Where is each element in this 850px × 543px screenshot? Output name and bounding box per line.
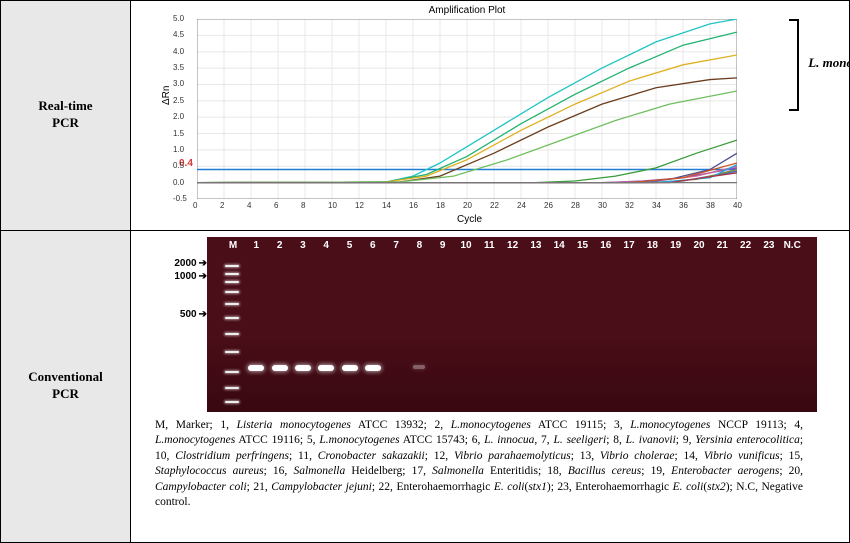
figure-root: Real-timePCR Amplification Plot ΔRn Cycl…: [0, 0, 850, 543]
lane-label: 13: [530, 240, 541, 251]
plot-ylabel: ΔRn: [161, 86, 172, 105]
gel-size-label: 1000➔: [157, 271, 207, 282]
gel-image: M1234567891011121314151617181920212223N.…: [207, 237, 817, 412]
ladder-band: [225, 265, 239, 267]
ladder-band: [225, 291, 239, 293]
gel-band-positive: [342, 365, 358, 371]
lane-label: 21: [717, 240, 728, 251]
gel-size-label: 500➔: [157, 309, 207, 320]
lane-label: M: [229, 240, 237, 251]
lane-label: 14: [554, 240, 565, 251]
lane-label: 9: [440, 240, 446, 251]
lane-label: 18: [647, 240, 658, 251]
gel-size-label: 2000➔: [157, 258, 207, 269]
label-realtime-text: Real-timePCR: [38, 98, 92, 132]
gel-band-positive: [295, 365, 311, 371]
lane-label: 7: [393, 240, 399, 251]
ladder-band: [225, 273, 239, 275]
ladder-band: [225, 387, 239, 389]
lane-label: 3: [300, 240, 306, 251]
gel-band-positive: [318, 365, 334, 371]
content-conventional: M1234567891011121314151617181920212223N.…: [131, 231, 849, 542]
ladder-band: [225, 333, 239, 335]
lane-label: 20: [693, 240, 704, 251]
lane-label: 8: [417, 240, 423, 251]
gel-band-positive: [272, 365, 288, 371]
lane-caption: M, Marker; 1, Listeria monocytogenes ATC…: [137, 412, 817, 515]
lane-label: 1: [254, 240, 260, 251]
ladder-band: [225, 401, 239, 403]
label-realtime: Real-timePCR: [1, 1, 131, 230]
lane-label: 22: [740, 240, 751, 251]
lane-label: 15: [577, 240, 588, 251]
plot-title: Amplification Plot: [157, 5, 777, 16]
lane-label: 5: [347, 240, 353, 251]
lane-label: 16: [600, 240, 611, 251]
row-realtime: Real-timePCR Amplification Plot ΔRn Cycl…: [1, 1, 849, 231]
lane-label: 11: [484, 240, 495, 251]
lane-label: 23: [763, 240, 774, 251]
lane-label: N.C: [784, 240, 801, 251]
gel-band-positive: [248, 365, 264, 371]
lane-label: 19: [670, 240, 681, 251]
gel-band-faint: [413, 365, 425, 369]
lane-label: 17: [624, 240, 635, 251]
gel-background: M1234567891011121314151617181920212223N.…: [207, 237, 817, 412]
label-conventional-text: ConventionalPCR: [28, 369, 102, 403]
plot-xlabel: Cycle: [457, 214, 482, 225]
content-realtime: Amplification Plot ΔRn Cycle 0.4 L. mono…: [131, 1, 849, 230]
ladder-band: [225, 371, 239, 373]
gel-band-positive: [365, 365, 381, 371]
ladder-band: [225, 351, 239, 353]
lane-label: 4: [323, 240, 329, 251]
row-conventional: ConventionalPCR M12345678910111213141516…: [1, 231, 849, 542]
lane-label: 12: [507, 240, 518, 251]
plot-svg: [197, 19, 737, 199]
lane-label: 2: [277, 240, 283, 251]
lane-label: 10: [460, 240, 471, 251]
bracket-label: L. monocytogenes: [808, 55, 849, 71]
series-bracket: [785, 19, 799, 111]
ladder-band: [225, 281, 239, 283]
ladder-band: [225, 317, 239, 319]
amplification-plot: Amplification Plot ΔRn Cycle 0.4 L. mono…: [157, 5, 777, 225]
label-conventional: ConventionalPCR: [1, 231, 131, 542]
ladder-band: [225, 303, 239, 305]
lane-label: 6: [370, 240, 376, 251]
